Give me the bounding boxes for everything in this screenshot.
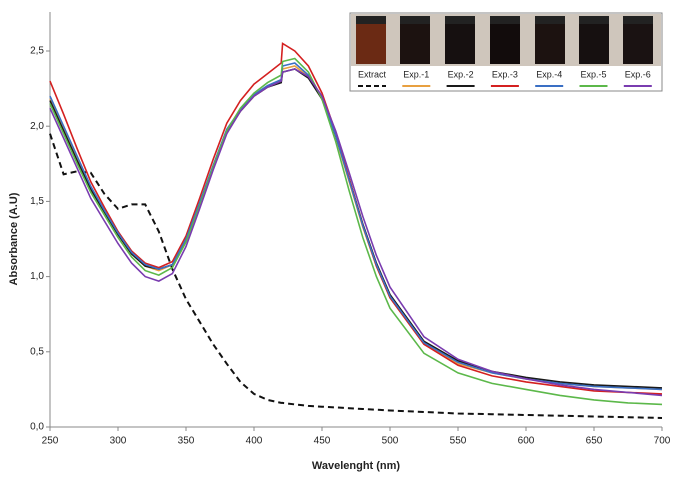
- x-tick-label: 650: [586, 436, 603, 447]
- series-line: [49, 62, 663, 391]
- x-axis-title: Wavelenght (nm): [312, 460, 401, 472]
- x-tick-label: 300: [110, 436, 127, 447]
- y-tick-label: 2,5: [30, 46, 44, 57]
- legend-label: Exp.-6: [625, 69, 651, 79]
- y-tick-label: 1,0: [30, 271, 44, 282]
- series-line: [49, 133, 663, 419]
- y-tick-label: 1,5: [30, 196, 44, 207]
- inset: [349, 12, 663, 92]
- x-tick-label: 550: [450, 436, 467, 447]
- vials: [356, 16, 653, 64]
- series-line: [49, 57, 663, 406]
- y-tick-label: 0,0: [30, 422, 44, 433]
- series-line: [49, 65, 663, 391]
- y-axis-title: Absorbance (A.U): [8, 192, 20, 285]
- x-tick-label: 350: [178, 436, 195, 447]
- legend-label: Exp.-1: [403, 69, 429, 79]
- series-line: [49, 68, 663, 397]
- x-tick-label: 250: [42, 436, 59, 447]
- legend-label: Exp.-4: [536, 69, 562, 79]
- x-tick-label: 700: [654, 436, 671, 447]
- x-tick-label: 600: [518, 436, 535, 447]
- x-tick-label: 450: [314, 436, 331, 447]
- x-tick-label: 500: [382, 436, 399, 447]
- x-tick-label: 400: [246, 436, 263, 447]
- series-line: [49, 42, 663, 395]
- legend-label: Exp.-3: [492, 69, 518, 79]
- legend-label: Exp.-2: [448, 69, 474, 79]
- y-tick-label: 2,0: [30, 121, 44, 132]
- series-line: [49, 68, 663, 389]
- legend-label: Extract: [358, 69, 387, 79]
- legend-label: Exp.-5: [580, 69, 606, 79]
- y-tick-label: 0,5: [30, 346, 44, 357]
